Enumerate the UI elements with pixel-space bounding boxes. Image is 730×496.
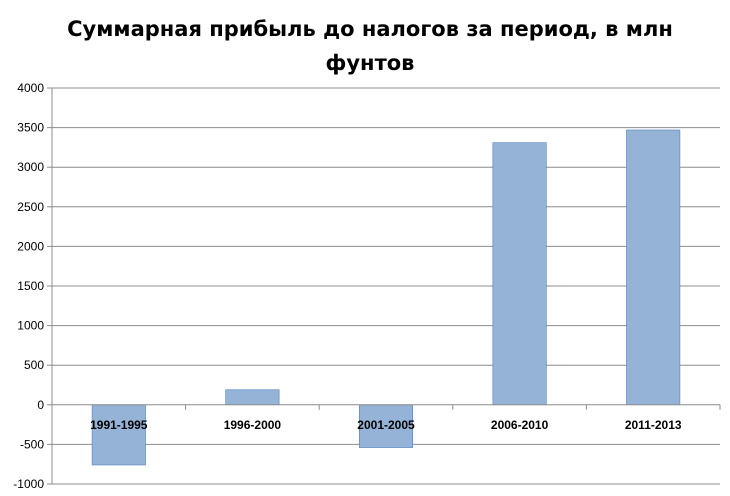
bar-2006-2010 [492, 142, 547, 406]
x-tick-label: 2001-2005 [357, 418, 415, 432]
x-tick-label: 1996-2000 [224, 418, 282, 432]
y-tick-label: -500 [20, 437, 44, 451]
y-tick-label: 1500 [17, 279, 44, 293]
bar-1996-2000 [225, 389, 280, 406]
y-tick-label: 2000 [17, 239, 44, 253]
y-tick-label: 2500 [17, 200, 44, 214]
x-tick-label: 1991-1995 [90, 418, 148, 432]
x-tick-label: 2006-2010 [491, 418, 549, 432]
y-tick-label: -1000 [13, 477, 44, 491]
y-tick-label: 3500 [17, 121, 44, 135]
y-tick-label: 500 [24, 358, 44, 372]
chart-title: Суммарная прибыль до налогов за период, … [67, 17, 673, 75]
gridlines [52, 87, 720, 485]
y-tick-label: 1000 [17, 319, 44, 333]
x-tick-label: 2011-2013 [625, 418, 682, 432]
bar-2001-2005 [358, 404, 414, 448]
y-tick-label: 3000 [17, 160, 44, 174]
axes [47, 87, 721, 485]
y-tick-label: 4000 [17, 81, 44, 95]
labels: -1000 -500 0 500 1000 1500 2000 2500 3000 3500 400… [13, 81, 682, 491]
bars [91, 129, 681, 466]
y-tick-label: 0 [37, 398, 44, 412]
bar-2011-2013 [626, 129, 681, 406]
bar-1991-1995 [91, 404, 146, 466]
